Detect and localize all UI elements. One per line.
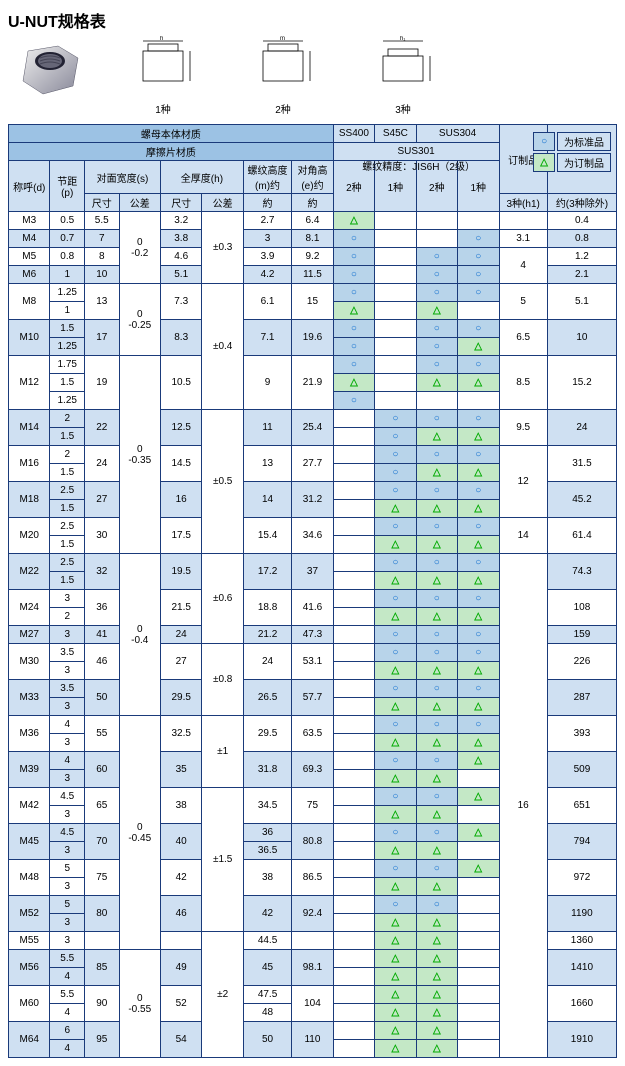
- precision: 螺纹精度：JIS6H（2级）: [362, 158, 475, 173]
- svg-text:m: m: [280, 36, 285, 42]
- diag-2: m 2种: [238, 36, 328, 116]
- legend: ○为标准品 △为订制品: [531, 130, 613, 174]
- nut-iso: [8, 36, 88, 106]
- diag-1: h 1种: [118, 36, 208, 116]
- svg-text:h₁: h₁: [400, 36, 405, 42]
- svg-text:h: h: [160, 36, 163, 42]
- diag-3: h₁ 3种: [358, 36, 448, 116]
- page-title: U-NUT规格表: [8, 8, 617, 32]
- spec-table: 螺母本体材质SS400S45CSUS304订制品单重[g] 摩擦片材质SUS30…: [8, 124, 617, 1058]
